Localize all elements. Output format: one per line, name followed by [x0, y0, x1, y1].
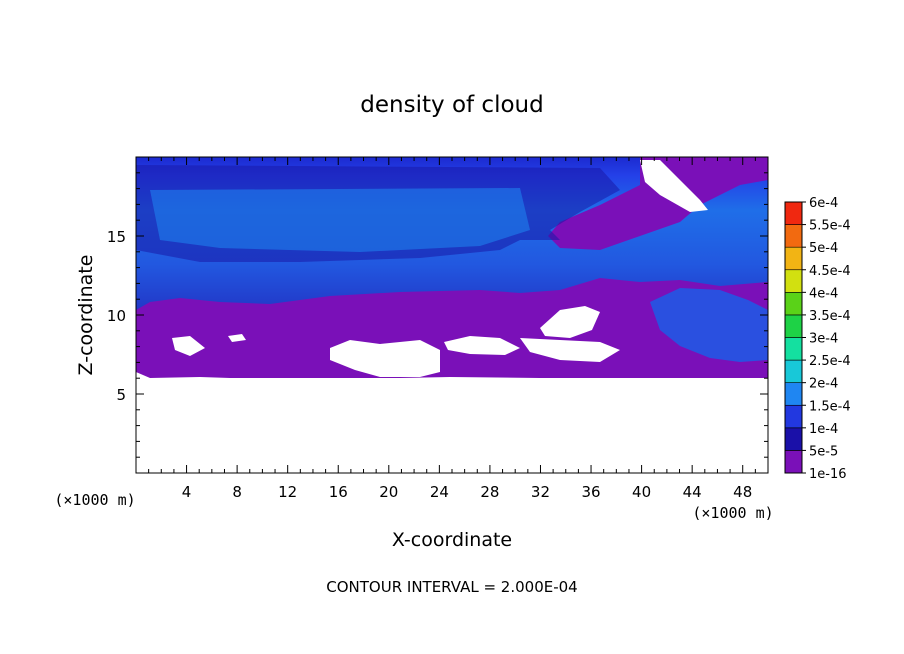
plot-area [136, 157, 768, 473]
colorbar-swatch [784, 224, 803, 248]
colorbar-label: 4.5e-4 [809, 264, 851, 279]
colorbar-swatch [784, 450, 803, 474]
colorbar-swatch [784, 427, 803, 451]
colorbar-label: 5e-5 [809, 444, 838, 459]
colorbar-label: 4e-4 [809, 286, 838, 301]
colorbar-label: 5.5e-4 [809, 219, 851, 234]
x-tick-label: 28 [480, 483, 499, 501]
colorbar-swatch [784, 382, 803, 406]
colorbar-label: 5e-4 [809, 241, 838, 256]
x-axis-label: X-coordinate [392, 529, 512, 551]
colorbar-label: 1.5e-4 [809, 399, 851, 414]
x-tick-label: 12 [278, 483, 297, 501]
colorbar-swatch [784, 359, 803, 383]
cloud-core-light [150, 188, 530, 252]
colorbar-swatch [784, 269, 803, 293]
cloud-blob-right [650, 288, 768, 362]
x-tick-label: 8 [232, 483, 242, 501]
y-tick-label: 5 [116, 386, 126, 404]
chart-title: density of cloud [360, 92, 543, 118]
colorbar-swatch [784, 404, 803, 429]
y-axis-label: Z-coordinate [75, 255, 97, 376]
colorbar-label: 1e-16 [809, 467, 847, 482]
x-tick-label: 24 [430, 483, 449, 501]
x-axis-ticks: 4 8 12 16 20 24 28 32 36 40 44 48 [148, 157, 756, 501]
y-unit-label: (×1000 m) [54, 491, 135, 509]
colorbar-swatch [784, 292, 803, 316]
colorbar-label: 2.5e-4 [809, 354, 851, 369]
colorbar-label: 1e-4 [809, 422, 838, 437]
colorbar-label: 3.5e-4 [809, 309, 851, 324]
x-tick-label: 32 [531, 483, 550, 501]
x-tick-label: 4 [182, 483, 192, 501]
y-tick-label: 15 [107, 228, 126, 246]
x-unit-label: (×1000 m) [692, 504, 773, 522]
contour-interval-note: CONTOUR INTERVAL = 2.000E-04 [326, 578, 577, 596]
clear-air-below [136, 378, 768, 473]
colorbar-swatch [784, 337, 803, 361]
colorbar-swatch [784, 314, 803, 338]
colorbar-label: 2e-4 [809, 377, 838, 392]
colorbar-swatch [784, 201, 803, 225]
colorbar-label: 6e-4 [809, 196, 838, 211]
x-tick-label: 16 [329, 483, 348, 501]
y-tick-label: 10 [107, 307, 126, 325]
x-tick-label: 44 [683, 483, 702, 501]
colorbar: 1e-16 5e-5 1e-4 1.5e-4 2e-4 2.5e-4 3e-4 3.5e-4 4… [784, 196, 851, 482]
y-axis-ticks: 5 10 15 [107, 172, 768, 458]
x-tick-label: 48 [733, 483, 752, 501]
clear-air-patches [172, 160, 708, 377]
x-tick-label: 40 [632, 483, 651, 501]
colorbar-swatch [784, 246, 803, 271]
x-tick-label: 20 [379, 483, 398, 501]
colorbar-label: 3e-4 [809, 332, 838, 347]
x-tick-label: 36 [581, 483, 600, 501]
